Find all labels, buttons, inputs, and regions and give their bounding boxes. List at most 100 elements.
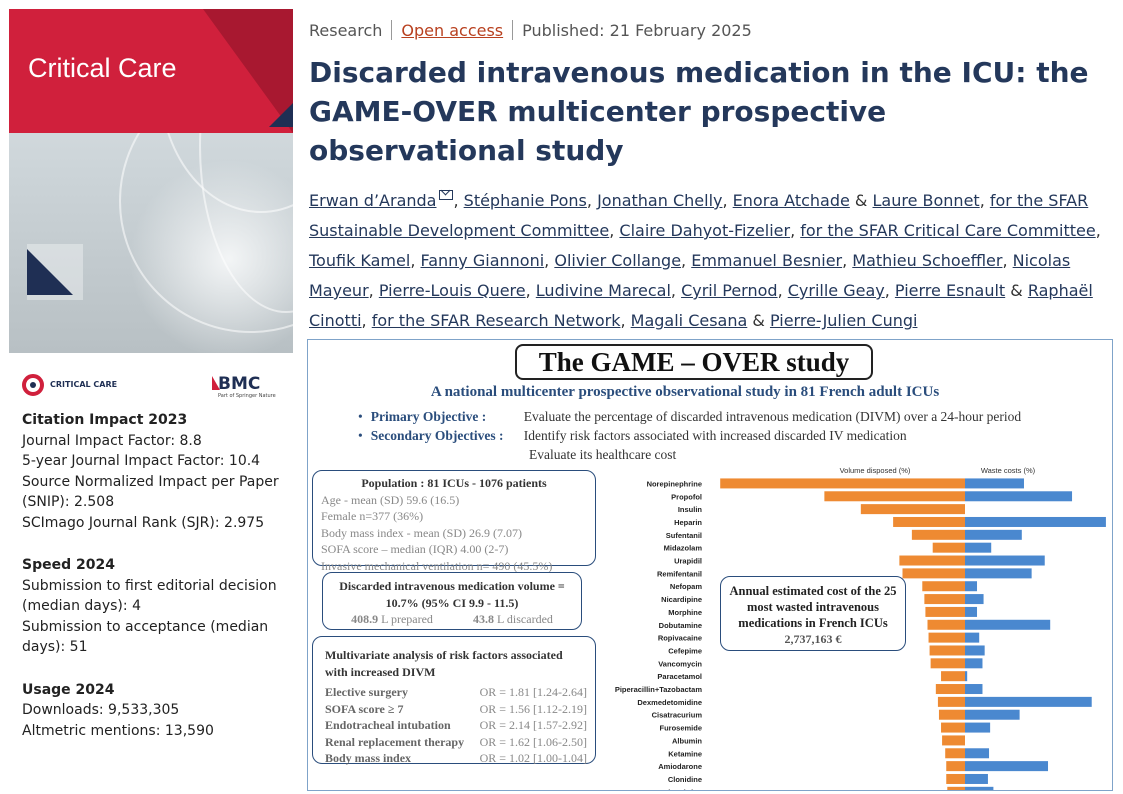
author-separator: , — [842, 251, 853, 270]
author-link[interactable]: Pierre Esnault — [894, 281, 1006, 300]
cost-bar — [965, 516, 1106, 527]
journal-metrics: Citation Impact 2023 Journal Impact Fact… — [22, 410, 282, 741]
author-link[interactable]: Laure Bonnet — [872, 191, 980, 210]
author-separator: , — [620, 311, 631, 330]
meta-divider — [512, 20, 514, 40]
cost-bar — [965, 786, 994, 790]
author-separator: & — [747, 311, 770, 330]
cost-bar — [965, 722, 991, 733]
volume-bar — [932, 542, 965, 553]
volume-bar — [720, 478, 965, 489]
cost-bar — [965, 542, 992, 553]
category-label: Sufentanil — [666, 531, 702, 540]
author-separator: & — [849, 191, 873, 210]
risk-factor-row: Elective surgery OR = 1.81 [1.24-2.64] — [325, 684, 587, 701]
risk-factor-name: Elective surgery — [325, 685, 408, 699]
category-label: Amiodarone — [658, 762, 702, 771]
cost-bar — [965, 478, 1024, 489]
email-icon[interactable] — [439, 190, 454, 200]
volume-bar — [941, 722, 965, 733]
cost-bar — [965, 696, 1092, 707]
category-label: Urapidil — [674, 557, 702, 566]
published-date: Published: 21 February 2025 — [522, 20, 752, 40]
author-separator: , — [586, 191, 598, 210]
critical-care-logo-text[interactable]: CRITICAL CARE — [50, 380, 118, 389]
volume-bar — [938, 709, 965, 720]
cover-triangle — [27, 249, 73, 295]
category-label: Morphine — [668, 608, 702, 617]
category-label: Propofol — [671, 492, 702, 501]
risk-factor-row: Endotracheal intubation OR = 2.14 [1.57-2… — [325, 717, 587, 734]
critical-care-logo-icon[interactable] — [22, 374, 44, 396]
volume-bar — [947, 786, 965, 790]
cost-bar — [965, 529, 1022, 540]
author-link[interactable]: for the SFAR Research Network — [371, 311, 621, 330]
risk-factor-name: Endotracheal intubation — [325, 718, 451, 732]
author-link[interactable]: Cyril Pernod — [681, 281, 778, 300]
population-box: Population : 81 ICUs - 1076 patients Age… — [312, 470, 596, 573]
author-link[interactable]: for the SFAR Critical Care Committee — [800, 221, 1096, 240]
category-label: Norepinephrine — [647, 479, 702, 488]
bullet-icon: • — [358, 409, 363, 424]
author-link[interactable]: Magali Cesana — [630, 311, 748, 330]
category-label: Dobutamine — [659, 621, 702, 630]
author-link[interactable]: for the SFAR Sustainable Development Com… — [309, 191, 1089, 240]
category-label: Insulin — [678, 505, 703, 514]
altmetric: Altmetric mentions: 13,590 — [22, 722, 214, 739]
author-link[interactable]: Stéphanie Pons — [463, 191, 587, 210]
author-separator: , — [979, 191, 990, 210]
cost-bar — [965, 709, 1020, 720]
author-link[interactable]: Pierre-Julien Cungi — [769, 311, 918, 330]
downloads: Downloads: 9,533,305 — [22, 702, 180, 718]
volume-bar — [946, 761, 965, 772]
author-link[interactable]: Jonathan Chelly — [597, 191, 723, 210]
bmc-mark-icon — [212, 376, 220, 390]
bmc-logo[interactable]: BMC — [212, 374, 260, 394]
author-link[interactable]: Toufik Kamel — [309, 251, 411, 270]
author-link[interactable]: Claire Dahyot-Fizelier — [619, 221, 791, 240]
volume-bar — [924, 594, 965, 605]
author-separator: & — [1005, 281, 1028, 300]
author-link[interactable]: Raphaël Cinotti — [309, 281, 1093, 330]
author-link[interactable]: Cyrille Geay — [787, 281, 885, 300]
volume-box: Discarded intravenous medication volume … — [322, 572, 582, 630]
citation-heading: Citation Impact 2023 — [22, 412, 188, 428]
meta-divider — [391, 20, 393, 40]
author-link[interactable]: Fanny Giannoni — [420, 251, 545, 270]
author-link[interactable]: Enora Atchade — [732, 191, 850, 210]
volume-bar — [941, 671, 965, 682]
cost-bar — [965, 581, 978, 592]
volume-bar — [927, 619, 965, 630]
volume-bar — [946, 773, 965, 784]
cost-bar — [965, 606, 978, 617]
author-link[interactable]: Pierre-Louis Quere — [378, 281, 526, 300]
category-label: Cisatracurium — [652, 711, 703, 720]
category-label: Vancomycin — [658, 659, 702, 668]
author-link[interactable]: Olivier Collange — [554, 251, 682, 270]
waste-chart: Volume disposed (%) Waste costs (%) Norepi… — [615, 466, 1106, 790]
open-access-link[interactable]: Open access — [401, 20, 504, 40]
author-link[interactable]: Ludivine Marecal — [535, 281, 671, 300]
author-separator: , — [453, 191, 464, 210]
risk-factor-name: SOFA score ≥ 7 — [325, 701, 404, 716]
snip: Source Normalized Impact per Paper (SNIP… — [22, 473, 279, 511]
volume-bar — [928, 632, 965, 643]
primary-objective-text: Evaluate the percentage of discarded int… — [523, 409, 1022, 424]
author-link[interactable]: Nicolas Mayeur — [309, 251, 1071, 300]
author-link[interactable]: Mathieu Schoeffler — [852, 251, 1003, 270]
category-label: Ketamine — [668, 749, 702, 758]
discarded-volume: 43.8 L discarded — [473, 611, 553, 628]
category-label: Epinephrine — [659, 788, 702, 790]
author-separator: , — [777, 281, 788, 300]
volume-bar — [860, 504, 965, 515]
author-link[interactable]: Erwan d’Aranda — [309, 191, 437, 210]
jif-5year: 5-year Journal Impact Factor: 10.4 — [22, 453, 261, 469]
secondary-objectives: • Secondary Objectives : Identify risk fac… — [358, 426, 907, 445]
cost-bar — [965, 619, 1051, 630]
journal-cover[interactable]: Critical Care — [9, 9, 293, 353]
author-link[interactable]: Emmanuel Besnier — [691, 251, 843, 270]
first-decision: Submission to first editorial decision (… — [22, 577, 277, 615]
article-meta: Research Open access Published: 21 Febru… — [309, 20, 752, 40]
category-label: Dexmedetomidine — [637, 698, 702, 707]
author-separator: , — [361, 311, 372, 330]
